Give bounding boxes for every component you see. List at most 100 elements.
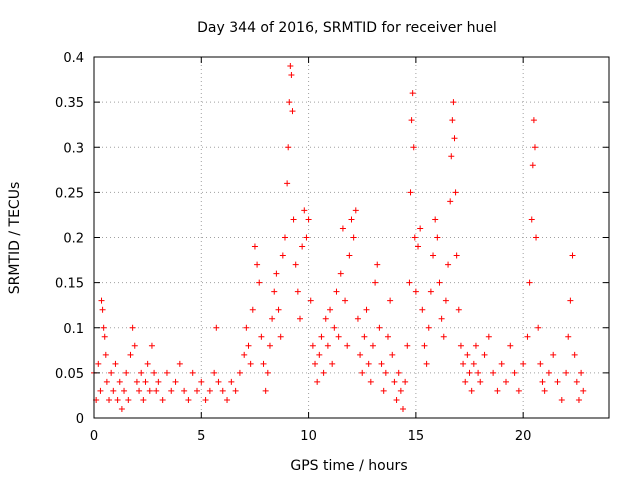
data-point <box>464 351 471 358</box>
data-point <box>571 351 578 358</box>
data-point <box>440 333 447 340</box>
data-point <box>322 315 329 322</box>
data-point <box>477 378 484 385</box>
chart-title: Day 344 of 2016, SRMTID for receiver hue… <box>197 20 497 36</box>
y-tick-label: 0.1 <box>63 322 84 337</box>
data-point <box>533 234 540 241</box>
data-point <box>102 351 109 358</box>
data-point <box>151 369 158 376</box>
data-point <box>537 360 544 367</box>
data-point <box>260 360 267 367</box>
data-point <box>95 360 102 367</box>
data-point <box>369 342 376 349</box>
data-point <box>481 351 488 358</box>
y-tick-label: 0.4 <box>63 51 84 66</box>
data-point <box>409 90 416 97</box>
data-point <box>269 315 276 322</box>
data-point <box>303 234 310 241</box>
data-point <box>535 324 542 331</box>
data-point <box>387 297 394 304</box>
data-point <box>460 360 467 367</box>
data-point <box>354 315 361 322</box>
data-point <box>312 360 319 367</box>
data-point <box>185 396 192 403</box>
data-point <box>455 306 462 313</box>
data-point <box>125 396 132 403</box>
data-point <box>155 378 162 385</box>
data-point <box>254 261 261 268</box>
data-point <box>108 369 115 376</box>
data-point <box>112 360 119 367</box>
data-point <box>470 360 477 367</box>
data-point <box>408 117 415 124</box>
data-point <box>301 207 308 214</box>
data-point <box>406 279 413 286</box>
data-point <box>189 369 196 376</box>
data-point <box>99 306 106 313</box>
data-point <box>172 378 179 385</box>
data-point <box>554 378 561 385</box>
data-point <box>452 189 459 196</box>
data-point <box>159 396 166 403</box>
data-point <box>472 342 479 349</box>
data-point <box>140 396 147 403</box>
data-point <box>450 99 457 106</box>
data-point <box>299 243 306 250</box>
x-tick-label: 10 <box>300 429 317 444</box>
data-point <box>241 351 248 358</box>
data-point <box>361 333 368 340</box>
data-point <box>367 378 374 385</box>
data-point <box>243 324 250 331</box>
data-point <box>365 360 372 367</box>
y-tick-label: 0 <box>76 412 84 427</box>
data-point <box>106 396 113 403</box>
data-point <box>163 369 170 376</box>
data-point <box>146 387 153 394</box>
data-point <box>245 342 252 349</box>
data-point <box>339 225 346 232</box>
data-point <box>290 216 297 223</box>
data-point <box>264 369 271 376</box>
data-point <box>297 315 303 322</box>
data-point <box>417 225 424 232</box>
data-point <box>305 216 312 223</box>
data-point <box>515 387 522 394</box>
data-point <box>101 333 108 340</box>
data-point <box>410 144 417 151</box>
data-point <box>372 279 379 286</box>
data-point <box>224 396 231 403</box>
data-point <box>550 351 557 358</box>
data-point <box>337 270 344 277</box>
data-point <box>380 387 387 394</box>
data-point <box>363 306 370 313</box>
data-point <box>378 360 385 367</box>
data-point <box>565 333 572 340</box>
data-point <box>307 297 314 304</box>
y-axis-label: SRMTID / TECUs <box>7 182 23 295</box>
data-point <box>575 396 582 403</box>
data-point <box>277 333 284 340</box>
data-point <box>327 306 334 313</box>
data-point <box>389 351 396 358</box>
data-point <box>490 369 497 376</box>
y-tick-label: 0.05 <box>55 367 84 382</box>
data-point <box>131 342 138 349</box>
data-point <box>425 324 432 331</box>
data-point <box>558 396 565 403</box>
data-point <box>412 288 419 295</box>
data-point <box>531 144 538 151</box>
data-point <box>415 243 422 250</box>
y-tick-label: 0.15 <box>55 277 84 292</box>
data-point <box>281 234 288 241</box>
data-point <box>545 369 552 376</box>
data-point <box>136 387 143 394</box>
data-point <box>284 180 291 187</box>
data-point <box>400 405 406 412</box>
data-point <box>176 360 183 367</box>
data-point <box>287 63 294 70</box>
data-point <box>342 297 349 304</box>
data-point <box>539 378 546 385</box>
data-point <box>445 261 452 268</box>
